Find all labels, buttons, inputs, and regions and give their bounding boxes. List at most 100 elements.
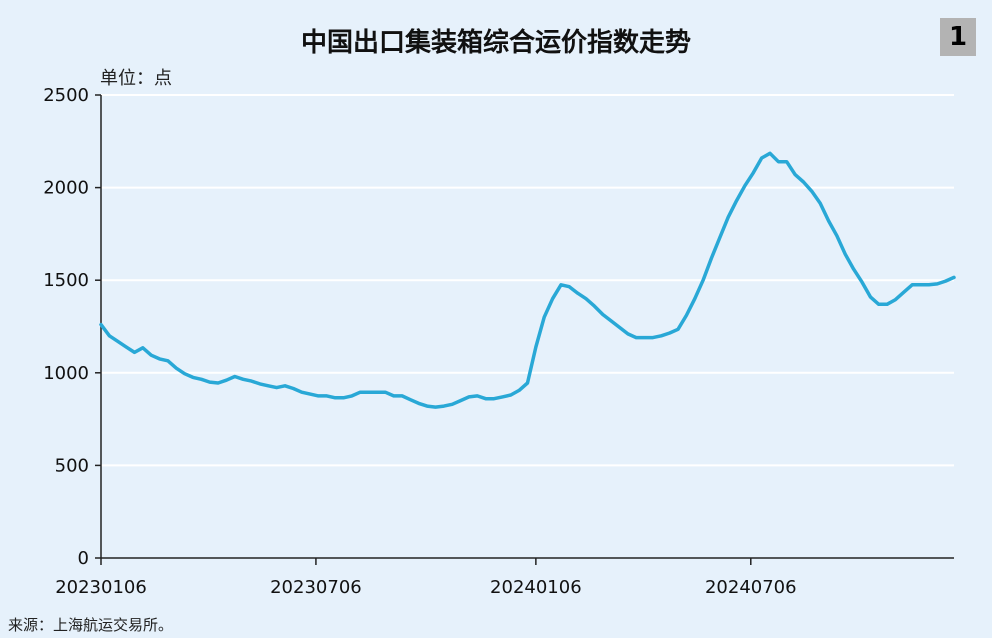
data-point [484,397,487,400]
data-point [768,152,772,155]
data-point [108,334,111,337]
data-point [676,328,680,331]
y-tick-label: 1500 [43,270,89,291]
data-point [451,403,454,406]
data-point [166,359,170,362]
data-point [208,380,211,384]
data-point [802,180,805,184]
data-point [442,404,446,408]
tick-label-layer: 0 500 1000 1500 2000 2500 20230106 20230706 2024… [43,85,796,598]
chart-title: 中国出口集装箱综合运价指数走势 [300,28,691,58]
data-point [693,297,696,300]
data-point [116,340,119,343]
data-point [710,256,713,260]
data-point [651,336,655,339]
data-point [952,276,956,279]
data-point [467,395,471,399]
data-point [835,234,839,237]
data-point [626,332,630,336]
data-point [777,160,780,163]
data-point [476,394,479,398]
data-point [860,280,864,284]
plot-area [101,95,954,558]
data-point [334,396,337,399]
data-point [242,378,245,381]
data-point [568,285,571,288]
data-point [819,202,822,205]
data-point [492,397,496,400]
data-point [342,396,345,399]
data-point [534,345,538,349]
data-point [869,295,872,299]
figure-number-badge: 1 [940,18,976,56]
data-point [844,253,847,256]
grid-layer [101,94,954,558]
data-point [141,346,144,349]
data-point [517,389,521,392]
data-point [225,379,228,382]
data-point [852,267,855,271]
data-point [584,297,588,300]
data-point [216,381,220,385]
data-point [158,357,161,361]
data-point [885,303,889,306]
data-point [735,199,738,202]
data-point [643,336,646,339]
data-point [267,384,270,387]
data-point [810,190,813,193]
x-tick-label: 20240706 [705,577,797,598]
data-point [936,282,939,286]
data-point [877,303,880,306]
data-point [233,375,236,378]
data-point [150,354,153,357]
data-point [359,391,362,394]
data-point [200,378,203,381]
data-point [894,298,897,301]
data-point [509,393,512,397]
data-point [258,382,262,386]
data-point [250,379,253,383]
y-tick-label: 1000 [43,363,89,384]
data-point [668,331,671,335]
data-point [919,283,922,286]
data-point [752,171,755,174]
data-point [785,160,788,163]
data-point [501,395,504,399]
data-point [660,334,663,337]
data-point [911,283,914,286]
data-point [635,336,638,339]
y-tick-label: 500 [55,455,89,476]
data-point [793,173,797,176]
data-point [576,292,579,295]
data-point [325,394,328,398]
data-point [175,367,178,370]
series-layer [99,151,956,409]
data-point [99,323,103,326]
data-point [133,351,136,354]
data-point [618,326,621,329]
data-point [459,399,462,402]
data-point [827,219,830,223]
data-point [292,387,295,390]
data-point [434,405,437,409]
data-point [283,384,287,387]
data-point [317,394,320,398]
data-point [400,394,404,398]
data-point [384,391,387,394]
unit-label: 单位：点 [100,68,172,89]
data-point [559,283,563,286]
y-tick-label: 2500 [43,85,89,106]
data-point [409,398,412,401]
data-point [191,376,195,379]
data-point [526,381,529,385]
source-note: 来源：上海航运交易所。 [8,616,174,634]
data-point [727,216,730,219]
data-point [609,319,613,323]
data-point [593,304,596,308]
data-point [551,297,554,300]
y-tick-label: 0 [78,548,89,569]
data-point [275,386,278,389]
x-tick-label: 20230106 [55,577,147,598]
y-tick-label: 2000 [43,178,89,199]
